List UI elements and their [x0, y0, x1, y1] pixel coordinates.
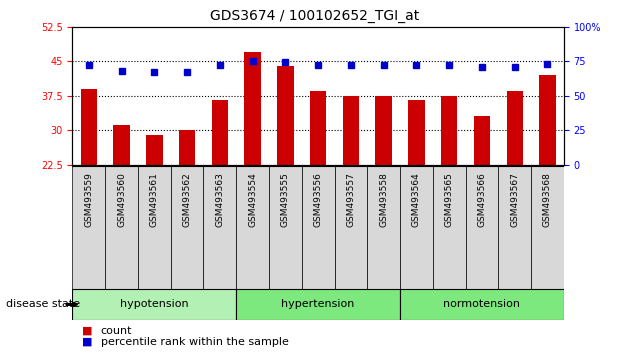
Text: GSM493557: GSM493557 [346, 172, 355, 227]
Bar [72, 166, 105, 289]
Bar [146, 135, 163, 165]
Bar [179, 130, 195, 165]
Text: GSM493555: GSM493555 [281, 172, 290, 227]
Bar [203, 166, 236, 289]
Bar [105, 166, 138, 289]
Bar [507, 91, 523, 165]
Bar [408, 100, 425, 165]
Bar [375, 96, 392, 165]
Text: count: count [101, 326, 132, 336]
Text: GSM493559: GSM493559 [84, 172, 93, 227]
Text: GSM493561: GSM493561 [150, 172, 159, 227]
Text: GSM493568: GSM493568 [543, 172, 552, 227]
Bar [244, 52, 261, 165]
Bar [81, 89, 97, 165]
Bar [400, 166, 433, 289]
Text: GSM493558: GSM493558 [379, 172, 388, 227]
Bar [367, 166, 400, 289]
Bar [539, 75, 556, 165]
Bar [212, 100, 228, 165]
Text: percentile rank within the sample: percentile rank within the sample [101, 337, 289, 347]
Bar [343, 96, 359, 165]
Bar [171, 166, 203, 289]
Text: GSM493562: GSM493562 [183, 172, 192, 227]
Text: ■: ■ [82, 337, 93, 347]
Bar [474, 116, 490, 165]
Text: GSM493566: GSM493566 [478, 172, 486, 227]
Bar [335, 166, 367, 289]
Text: GSM493554: GSM493554 [248, 172, 257, 227]
Bar [277, 66, 294, 165]
Bar [433, 166, 466, 289]
Text: GSM493563: GSM493563 [215, 172, 224, 227]
Bar [400, 289, 564, 320]
Bar [236, 166, 269, 289]
Text: ■: ■ [82, 326, 93, 336]
Text: GSM493556: GSM493556 [314, 172, 323, 227]
Bar [113, 126, 130, 165]
Text: hypotension: hypotension [120, 299, 188, 309]
Bar [269, 166, 302, 289]
Text: GSM493567: GSM493567 [510, 172, 519, 227]
Bar [441, 96, 457, 165]
Text: GSM493565: GSM493565 [445, 172, 454, 227]
Text: GSM493560: GSM493560 [117, 172, 126, 227]
Text: disease state: disease state [6, 299, 81, 309]
Bar [72, 289, 236, 320]
Bar [466, 166, 498, 289]
Bar [236, 289, 400, 320]
Text: normotension: normotension [444, 299, 520, 309]
Text: hypertension: hypertension [282, 299, 355, 309]
Bar [531, 166, 564, 289]
Bar [498, 166, 531, 289]
Bar [138, 166, 171, 289]
Text: GDS3674 / 100102652_TGI_at: GDS3674 / 100102652_TGI_at [210, 9, 420, 23]
Bar [310, 91, 326, 165]
Bar [302, 166, 335, 289]
Text: GSM493564: GSM493564 [412, 172, 421, 227]
